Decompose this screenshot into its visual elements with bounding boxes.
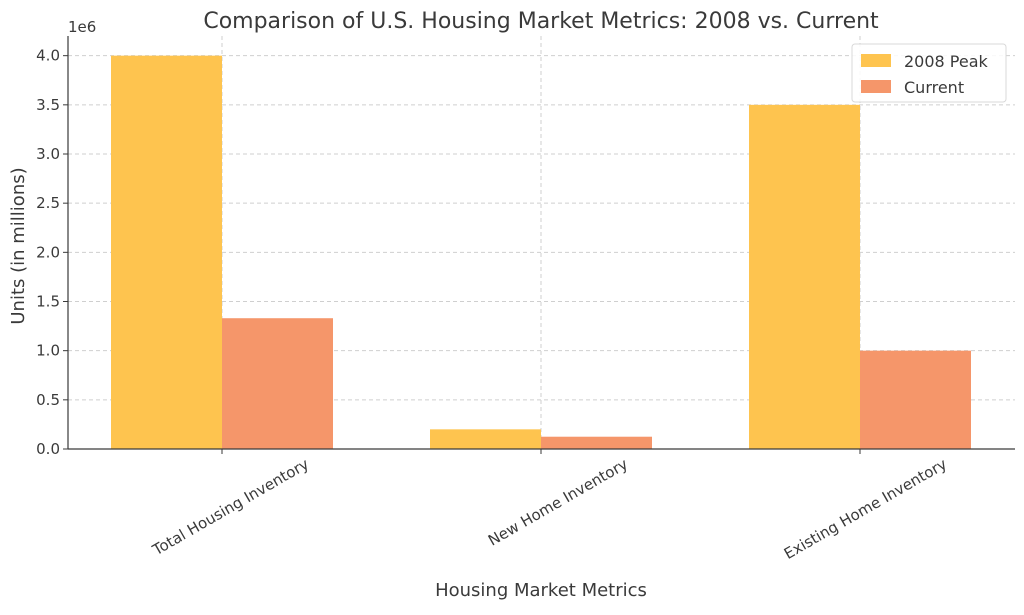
x-tick-label: Total Housing Inventory	[149, 455, 312, 560]
y-offset-label: 1e6	[68, 18, 96, 36]
axes	[63, 36, 1015, 454]
x-axis-label: Housing Market Metrics	[435, 580, 647, 601]
y-tick-label: 3.5	[36, 96, 60, 114]
bar	[222, 318, 333, 449]
legend-label: 2008 Peak	[904, 52, 989, 71]
y-tick-label: 1.5	[36, 293, 60, 311]
chart-title: Comparison of U.S. Housing Market Metric…	[203, 9, 879, 34]
y-axis-label: Units (in millions)	[8, 167, 29, 324]
y-tick-label: 4.0	[36, 47, 60, 65]
legend-swatch	[861, 80, 891, 93]
x-tick-label: New Home Inventory	[485, 455, 631, 550]
bar	[749, 104, 860, 449]
legend-label: Current	[904, 78, 964, 97]
y-tick-label: 3.0	[36, 145, 60, 163]
legend-swatch	[861, 54, 891, 67]
y-tick-label: 2.5	[36, 194, 60, 212]
bar	[860, 350, 971, 449]
y-tick-label: 1.0	[36, 342, 60, 360]
bars	[111, 55, 971, 450]
bar	[111, 55, 222, 450]
y-tick-label: 2.0	[36, 243, 60, 261]
bar	[430, 429, 541, 449]
x-tick-label: Existing Home Inventory	[781, 455, 950, 563]
y-tick-label: 0.0	[36, 440, 60, 458]
bar	[541, 436, 652, 449]
legend: 2008 Peak Current	[851, 43, 1007, 103]
y-tick-label: 0.5	[36, 391, 60, 409]
